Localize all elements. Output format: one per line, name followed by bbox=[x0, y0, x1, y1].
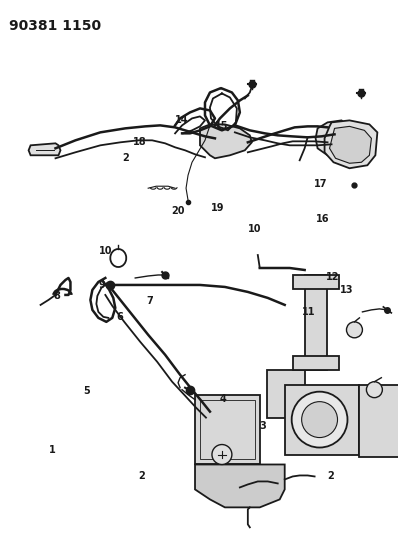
Bar bbox=[359, 385, 399, 456]
Bar bbox=[304, 275, 326, 370]
Text: 11: 11 bbox=[302, 306, 316, 317]
Text: 14: 14 bbox=[175, 115, 188, 125]
Text: 7: 7 bbox=[146, 296, 153, 306]
Polygon shape bbox=[200, 124, 252, 158]
Text: 18: 18 bbox=[133, 136, 147, 147]
Text: 6: 6 bbox=[117, 312, 123, 322]
Text: 8: 8 bbox=[53, 290, 60, 301]
Text: 15: 15 bbox=[215, 120, 228, 131]
Polygon shape bbox=[316, 120, 348, 155]
Text: 3: 3 bbox=[260, 421, 267, 431]
Text: 17: 17 bbox=[314, 179, 328, 189]
Text: 19: 19 bbox=[211, 203, 224, 213]
Text: 9: 9 bbox=[99, 280, 105, 290]
Polygon shape bbox=[29, 143, 61, 155]
Text: 10: 10 bbox=[249, 224, 262, 235]
Circle shape bbox=[366, 382, 382, 398]
Bar bbox=[267, 370, 304, 417]
Circle shape bbox=[302, 402, 338, 438]
Text: 2: 2 bbox=[138, 472, 145, 481]
Polygon shape bbox=[330, 126, 371, 163]
Text: 2: 2 bbox=[122, 152, 129, 163]
Text: 10: 10 bbox=[99, 246, 113, 255]
Polygon shape bbox=[324, 120, 377, 168]
Bar bbox=[200, 400, 255, 459]
Text: 13: 13 bbox=[340, 286, 354, 295]
Text: 1: 1 bbox=[49, 445, 56, 455]
Bar bbox=[195, 394, 260, 464]
Circle shape bbox=[292, 392, 348, 448]
Text: 12: 12 bbox=[326, 272, 340, 282]
Text: 4: 4 bbox=[220, 394, 227, 405]
Bar bbox=[285, 385, 359, 455]
Bar bbox=[293, 275, 338, 289]
Text: 90381 1150: 90381 1150 bbox=[9, 19, 101, 33]
Text: 5: 5 bbox=[83, 386, 89, 397]
Circle shape bbox=[212, 445, 232, 464]
Text: 20: 20 bbox=[171, 206, 184, 216]
Polygon shape bbox=[195, 464, 285, 507]
Text: 16: 16 bbox=[316, 214, 330, 224]
Circle shape bbox=[346, 322, 362, 338]
Text: 2: 2 bbox=[327, 472, 334, 481]
Bar bbox=[293, 356, 338, 370]
